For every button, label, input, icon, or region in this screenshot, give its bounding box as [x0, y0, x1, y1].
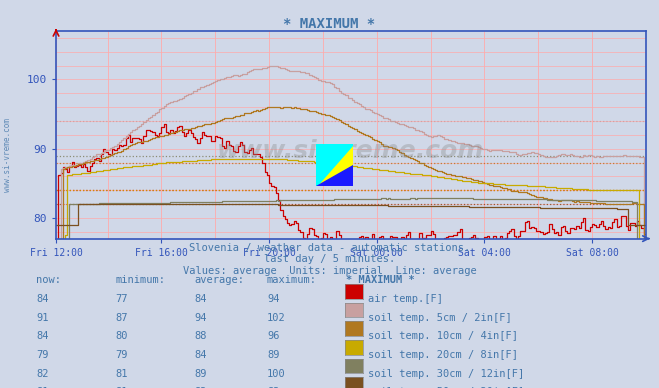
Polygon shape	[316, 144, 353, 186]
Text: average:: average:	[194, 275, 244, 286]
Text: 102: 102	[267, 313, 285, 323]
Text: 82: 82	[267, 387, 279, 388]
Polygon shape	[316, 165, 353, 186]
Text: * MAXIMUM *: * MAXIMUM *	[346, 275, 415, 286]
Text: 82: 82	[36, 369, 49, 379]
Text: maximum:: maximum:	[267, 275, 317, 286]
Text: 81: 81	[36, 387, 49, 388]
Text: * MAXIMUM *: * MAXIMUM *	[283, 17, 376, 31]
Text: www.si-vreme.com: www.si-vreme.com	[3, 118, 13, 192]
Text: now:: now:	[36, 275, 61, 286]
Text: 82: 82	[194, 387, 207, 388]
Text: www.si-vreme.com: www.si-vreme.com	[217, 139, 484, 163]
Text: soil temp. 30cm / 12in[F]: soil temp. 30cm / 12in[F]	[368, 369, 524, 379]
Text: 79: 79	[36, 350, 49, 360]
Text: air temp.[F]: air temp.[F]	[368, 294, 443, 304]
Text: 89: 89	[267, 350, 279, 360]
Text: 84: 84	[36, 331, 49, 341]
Text: 84: 84	[194, 350, 207, 360]
Text: 81: 81	[115, 387, 128, 388]
Polygon shape	[316, 144, 353, 186]
Text: Values: average  Units: imperial  Line: average: Values: average Units: imperial Line: av…	[183, 266, 476, 276]
Text: soil temp. 20cm / 8in[F]: soil temp. 20cm / 8in[F]	[368, 350, 518, 360]
Text: 94: 94	[267, 294, 279, 304]
Text: 84: 84	[36, 294, 49, 304]
Text: Slovenia / weather data - automatic stations.: Slovenia / weather data - automatic stat…	[189, 242, 470, 253]
Text: last day / 5 minutes.: last day / 5 minutes.	[264, 254, 395, 264]
Text: 81: 81	[115, 369, 128, 379]
Text: minimum:: minimum:	[115, 275, 165, 286]
Text: 88: 88	[194, 331, 207, 341]
Text: 79: 79	[115, 350, 128, 360]
Text: 96: 96	[267, 331, 279, 341]
Text: soil temp. 50cm / 20in[F]: soil temp. 50cm / 20in[F]	[368, 387, 524, 388]
Text: soil temp. 10cm / 4in[F]: soil temp. 10cm / 4in[F]	[368, 331, 518, 341]
Text: 77: 77	[115, 294, 128, 304]
Text: 94: 94	[194, 313, 207, 323]
Text: 84: 84	[194, 294, 207, 304]
Text: 100: 100	[267, 369, 285, 379]
Text: 80: 80	[115, 331, 128, 341]
Text: 87: 87	[115, 313, 128, 323]
Text: 91: 91	[36, 313, 49, 323]
Text: soil temp. 5cm / 2in[F]: soil temp. 5cm / 2in[F]	[368, 313, 511, 323]
Text: 89: 89	[194, 369, 207, 379]
